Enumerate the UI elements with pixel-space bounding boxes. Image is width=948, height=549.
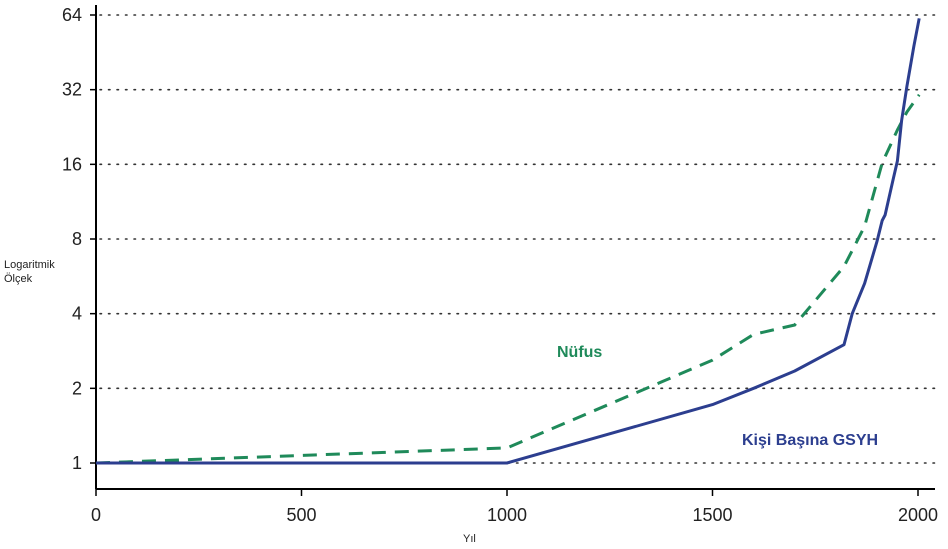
x-tick-labels: 0 500 1000 1500 2000 (91, 489, 938, 525)
y-axis-label-line1: Logaritmik (4, 259, 55, 271)
y-tick-label-4: 4 (72, 304, 82, 324)
y-tick-labels: 1 2 4 8 16 32 64 (62, 5, 96, 473)
x-axis-label: Yıl (463, 533, 476, 545)
x-tick-label-1000: 1000 (487, 505, 527, 525)
y-tick-label-64: 64 (62, 5, 82, 25)
axes (95, 5, 935, 490)
y-tick-label-32: 32 (62, 80, 82, 100)
series-label-gsyh: Kişi Başına GSYH (742, 432, 878, 449)
y-axis-label-line2: Ölçek (4, 273, 33, 285)
y-axis-label: Logaritmik Ölçek (4, 258, 55, 286)
series-label-nufus: Nüfus (557, 344, 602, 361)
x-tick-label-0: 0 (91, 505, 101, 525)
y-tick-label-2: 2 (72, 378, 82, 398)
grid-lines (99, 14, 936, 464)
series-line-0 (95, 93, 921, 465)
y-tick-label-8: 8 (72, 229, 82, 249)
series-line-1 (96, 18, 921, 465)
x-tick-label-500: 500 (286, 505, 316, 525)
y-tick-label-16: 16 (62, 154, 82, 174)
series-lines (95, 18, 921, 465)
x-tick-label-2000: 2000 (898, 505, 938, 525)
x-tick-label-1500: 1500 (692, 505, 732, 525)
y-tick-label-1: 1 (72, 453, 82, 473)
